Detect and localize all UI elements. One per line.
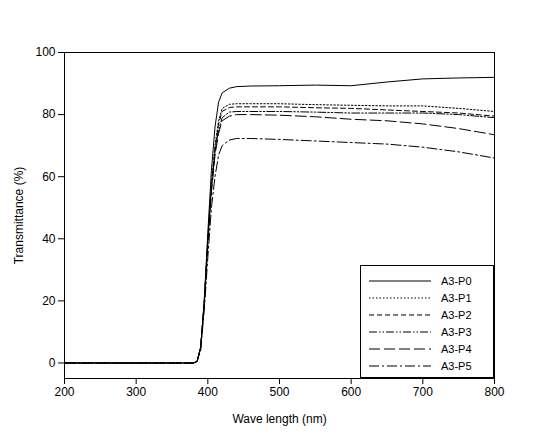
svg-text:200: 200 xyxy=(54,385,74,399)
html-text:A3-P3: A3-P3 xyxy=(441,325,472,338)
svg-text:400: 400 xyxy=(198,385,218,399)
svg-text:Wave length (nm): Wave length (nm) xyxy=(232,412,326,426)
svg-text:40: 40 xyxy=(42,232,56,246)
svg-text:800: 800 xyxy=(484,385,504,399)
html-text:A3-P0: A3-P0 xyxy=(441,274,472,287)
html-text:A3-P4: A3-P4 xyxy=(441,342,472,355)
svg-text:500: 500 xyxy=(269,385,289,399)
html-text:A3-P2: A3-P2 xyxy=(441,308,472,321)
svg-text:0: 0 xyxy=(49,356,56,370)
svg-text:80: 80 xyxy=(42,107,56,121)
svg-text:20: 20 xyxy=(42,294,56,308)
html-text:A3-P1: A3-P1 xyxy=(441,291,472,304)
svg-text:300: 300 xyxy=(126,385,146,399)
svg-text:Transmittance (%): Transmittance (%) xyxy=(12,167,26,265)
svg-text:600: 600 xyxy=(341,385,361,399)
html-text:A3-P5: A3-P5 xyxy=(441,359,472,372)
svg-text:60: 60 xyxy=(42,170,56,184)
svg-text:700: 700 xyxy=(413,385,433,399)
svg-text:100: 100 xyxy=(35,45,55,59)
